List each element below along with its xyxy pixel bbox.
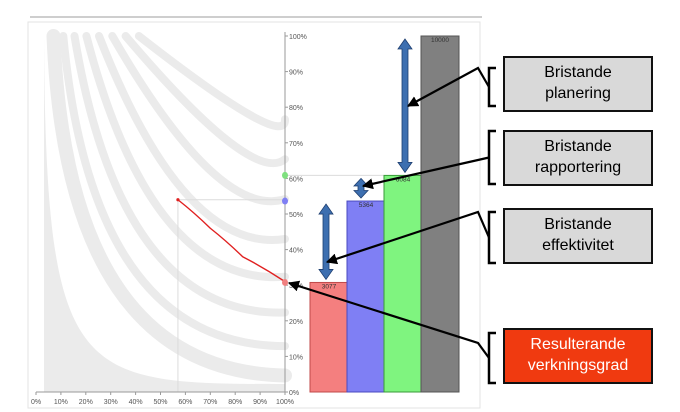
callout-efficiency-line-1: Bristande — [544, 216, 612, 234]
axis-marker — [282, 171, 288, 179]
callout-connector — [361, 156, 490, 190]
y-tick-label: 50% — [289, 212, 303, 219]
x-tick-label: 0% — [31, 399, 41, 406]
background-band — [108, 32, 289, 206]
axis-marker — [282, 278, 288, 286]
background-band — [95, 32, 289, 244]
x-tick-labels: 0% 10% 20% 30% 40% 50% 60% 70% 80% 90% 100% — [31, 399, 294, 406]
background-band — [59, 32, 289, 351]
background-band-base — [44, 36, 285, 392]
bar-value-label: 6084 — [396, 176, 411, 183]
x-tick-label: 90% — [253, 399, 267, 406]
callout-resulting-efficiency: Resulterande verkningsgrad — [503, 328, 653, 384]
efficiency-curve — [177, 199, 286, 283]
callout-connector — [325, 210, 491, 265]
callout-connectors — [287, 66, 496, 385]
background-band — [46, 29, 292, 383]
callout-bracket — [487, 210, 496, 265]
gap-arrow — [397, 38, 413, 174]
bar-value-label: 10000 — [431, 37, 449, 44]
y-tick-label: 40% — [289, 248, 303, 255]
callout-resulting-line-1: Resulterande — [530, 336, 626, 354]
x-tick-label: 80% — [228, 399, 242, 406]
y-tick-label: 100% — [289, 34, 307, 41]
y-tick-label: 90% — [289, 70, 303, 77]
callout-bracket — [487, 66, 496, 108]
x-tick-label: 30% — [104, 399, 118, 406]
callout-planning-line-1: Bristande — [544, 64, 612, 82]
callout-planning: Bristande planering — [503, 56, 653, 112]
x-tick-label: 20% — [79, 399, 93, 406]
background-bands — [44, 29, 292, 392]
bar-value-label: 3077 — [322, 283, 337, 290]
y-tick-label: 70% — [289, 141, 303, 148]
y-tick-label: 20% — [289, 319, 303, 326]
guide-lines — [177, 174, 384, 392]
callout-bracket — [487, 129, 496, 186]
y-tick-label: 10% — [289, 354, 303, 361]
bar — [383, 174, 423, 393]
curve-group — [176, 198, 286, 283]
callout-efficiency-line-2: effektivitet — [542, 237, 614, 254]
marker-group — [282, 171, 288, 286]
callout-reporting-line-1: Bristande — [544, 138, 612, 156]
axis-marker — [282, 197, 288, 205]
x-tick-label: 100% — [276, 399, 294, 406]
callout-connector — [287, 280, 490, 359]
curve-start-dot — [176, 198, 180, 202]
callout-reporting-line-2: rapportering — [534, 159, 622, 176]
callout-bracket — [487, 331, 496, 385]
x-tick-label: 60% — [178, 399, 192, 406]
x-tick-label: 70% — [203, 399, 217, 406]
x-tick-label: 10% — [54, 399, 68, 406]
background-band — [70, 32, 289, 317]
background-band — [121, 32, 289, 168]
bar-value-label: 5364 — [359, 202, 374, 209]
y-tick-label: 0% — [289, 390, 299, 397]
gap-arrow — [318, 203, 334, 281]
bar-value-labels: 3077 5364 6084 10000 — [322, 37, 450, 290]
background-band — [134, 32, 289, 131]
callout-efficiency: Bristande effektivitet — [503, 208, 653, 264]
x-tick-label: 50% — [153, 399, 167, 406]
y-tick-label: 60% — [289, 176, 303, 183]
bar — [346, 200, 386, 393]
callout-reporting: Bristande rapportering — [503, 130, 653, 186]
y-tick-label: 80% — [289, 105, 303, 112]
callout-resulting-line-2: verkningsgrad — [527, 357, 629, 374]
callout-planning-line-2: planering — [545, 85, 611, 102]
axes — [35, 32, 288, 395]
background-band — [82, 32, 289, 282]
callout-connector — [407, 66, 490, 107]
x-tick-label: 40% — [129, 399, 143, 406]
